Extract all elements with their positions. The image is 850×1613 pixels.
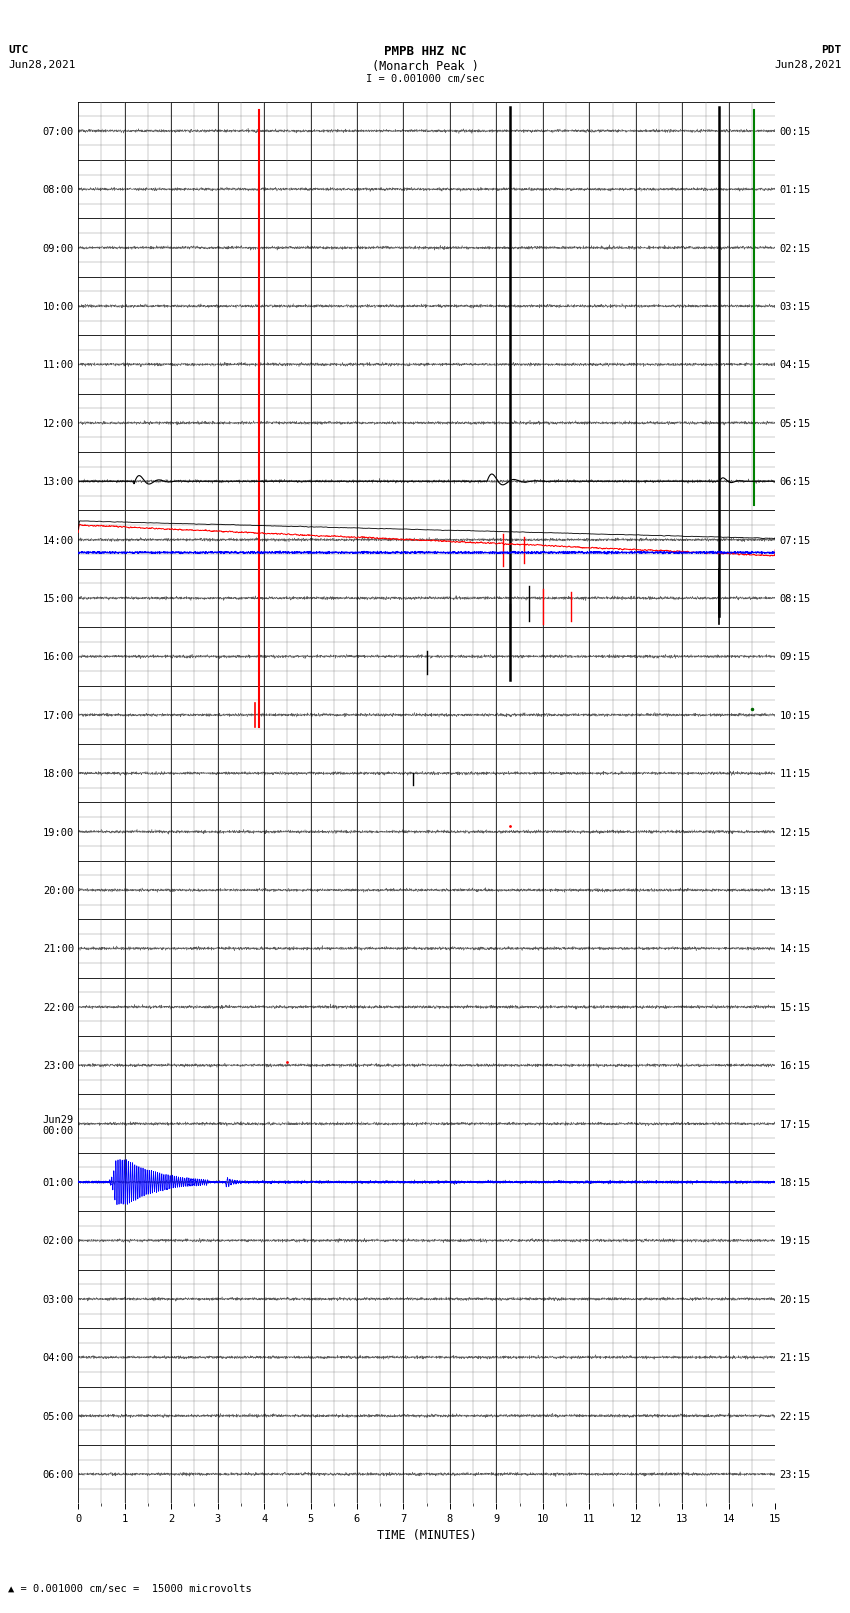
Text: (Monarch Peak ): (Monarch Peak ) xyxy=(371,60,479,73)
Text: PMPB HHZ NC: PMPB HHZ NC xyxy=(383,45,467,58)
Text: UTC: UTC xyxy=(8,45,29,55)
Text: PDT: PDT xyxy=(821,45,842,55)
Text: Jun28,2021: Jun28,2021 xyxy=(8,60,76,69)
Text: ▲ = 0.001000 cm/sec =  15000 microvolts: ▲ = 0.001000 cm/sec = 15000 microvolts xyxy=(8,1584,252,1594)
Text: Jun28,2021: Jun28,2021 xyxy=(774,60,842,69)
Text: I = 0.001000 cm/sec: I = 0.001000 cm/sec xyxy=(366,74,484,84)
X-axis label: TIME (MINUTES): TIME (MINUTES) xyxy=(377,1529,477,1542)
